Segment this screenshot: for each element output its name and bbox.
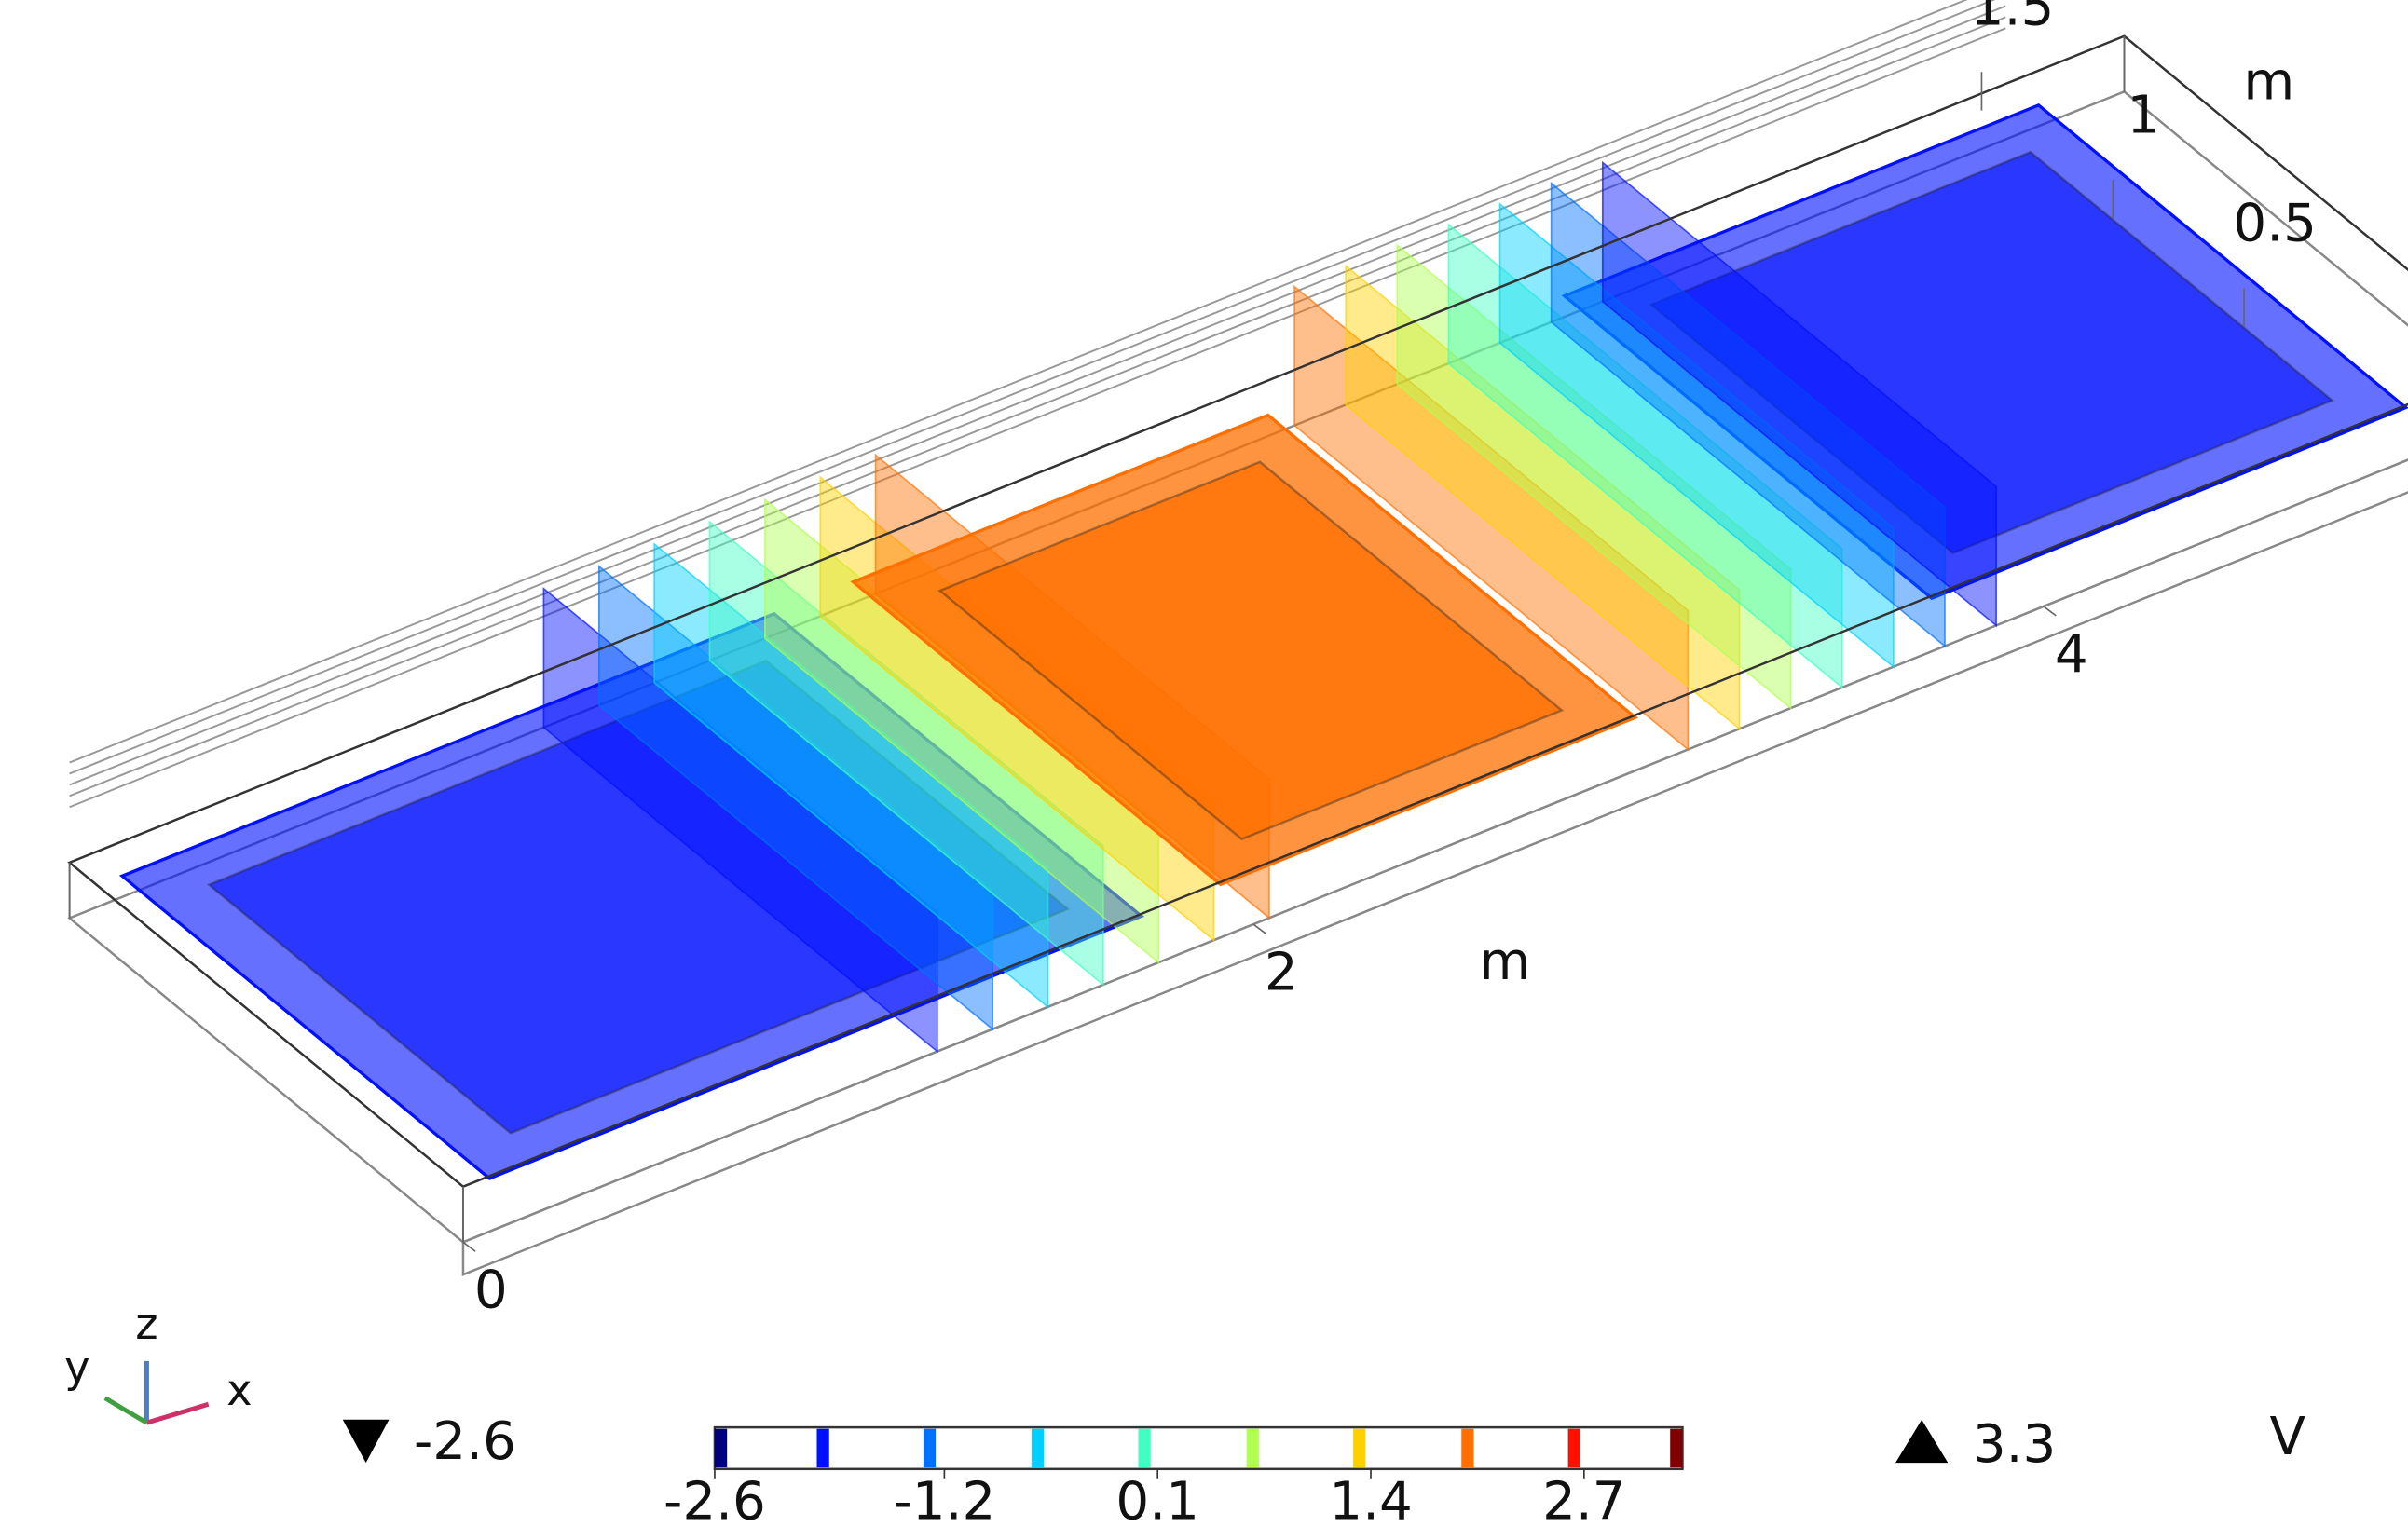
isosurface xyxy=(597,565,993,1031)
colorbar-level xyxy=(1032,1428,1045,1468)
x-tick xyxy=(462,1241,476,1252)
y-unit: m xyxy=(2243,52,2294,113)
isosurface xyxy=(1601,160,1997,628)
colorbar-level xyxy=(816,1428,829,1468)
triad-y-label: y xyxy=(64,1342,89,1392)
x-tick-label: 2 xyxy=(1265,942,1298,1002)
colorbar-level xyxy=(1353,1428,1366,1468)
back-wall-line xyxy=(69,27,2006,809)
x-tick-label: 4 xyxy=(2055,624,2088,685)
min-marker xyxy=(342,1419,390,1464)
y-tick-label: 0.5 xyxy=(2233,193,2317,253)
floor-edge xyxy=(461,458,2408,1276)
colorbar-level xyxy=(1138,1428,1151,1468)
isosurface xyxy=(542,586,938,1054)
isosurface xyxy=(1293,284,1690,752)
colorbar-level xyxy=(714,1428,728,1468)
isosurface xyxy=(1498,202,1895,669)
triad-x xyxy=(145,1401,210,1425)
y-tick-label: 1 xyxy=(2127,85,2160,145)
triad-y xyxy=(103,1396,148,1425)
scene xyxy=(67,0,2408,1276)
isosurface xyxy=(1345,264,1741,731)
colorbar-frame xyxy=(713,1425,1684,1471)
back-wall-line xyxy=(69,0,1996,775)
electrode-inner xyxy=(937,460,1565,841)
colorbar-level xyxy=(1567,1428,1580,1468)
axis-triad: z x y xyxy=(64,1299,253,1425)
max-marker xyxy=(1895,1419,1949,1464)
colorbar-level xyxy=(923,1428,937,1468)
colorbar-level xyxy=(1246,1428,1259,1468)
back-wall-line xyxy=(69,0,1968,764)
electrode-inner xyxy=(1649,150,2335,555)
isosurface xyxy=(708,520,1104,987)
y-tick-label: 1.5 xyxy=(1971,0,2055,38)
isosurface xyxy=(1396,243,1792,710)
colorbar-tick-label: 1.4 xyxy=(1329,1472,1413,1533)
colorbar-level xyxy=(1670,1428,1683,1468)
back-wall-line xyxy=(69,16,2006,797)
colorbar: -2.6 -1.2 0.1 1.4 2.7 xyxy=(664,1425,1684,1533)
isosurface xyxy=(1447,223,1843,689)
unit: V xyxy=(2269,1407,2305,1467)
back-wall-line xyxy=(69,5,2006,786)
isosurface xyxy=(1550,181,1946,648)
triad-z-label: z xyxy=(135,1299,157,1349)
triad-x-label: x xyxy=(226,1365,252,1415)
isosurface xyxy=(764,497,1160,964)
x-unit: m xyxy=(1480,932,1531,992)
x-tick-label: 0 xyxy=(474,1261,508,1321)
min-value: -2.6 xyxy=(414,1411,516,1472)
isosurface xyxy=(653,542,1049,1009)
max-value: 3.3 xyxy=(1973,1414,2057,1475)
colorbar-tick-label: 0.1 xyxy=(1115,1472,1199,1533)
x-tick xyxy=(1252,923,1266,934)
colorbar-tick-label: 2.7 xyxy=(1542,1472,1626,1533)
colorbar-level xyxy=(1461,1428,1474,1468)
colorbar-tick-label: -2.6 xyxy=(664,1472,766,1533)
colorbar-tick-label: -1.2 xyxy=(893,1472,995,1533)
x-tick xyxy=(2043,606,2057,617)
